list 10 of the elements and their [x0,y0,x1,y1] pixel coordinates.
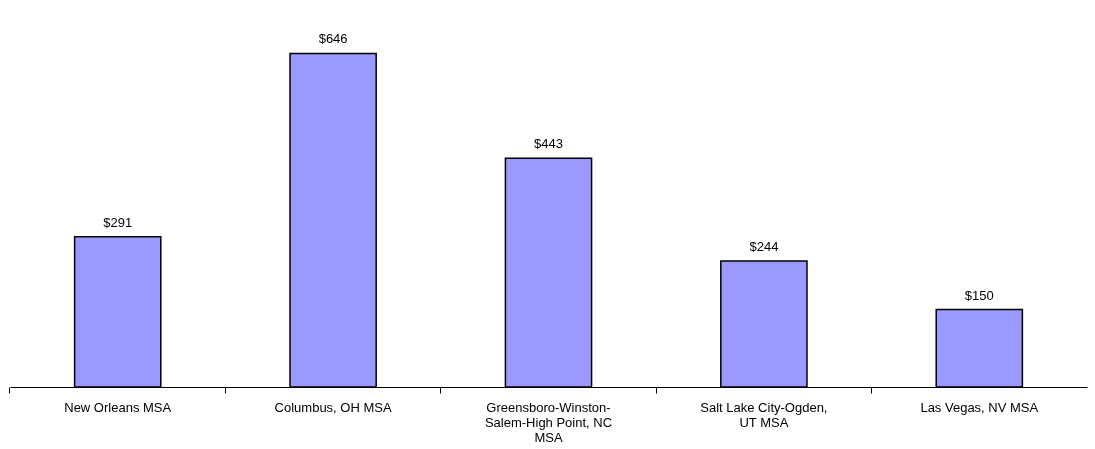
x-tick-label: Greensboro-Winston-Salem-High Point, NC MSA [484,399,613,445]
data-label: $646 [318,31,348,47]
x-tick-label: Las Vegas, NV MSA [920,399,1039,415]
data-label: $150 [964,287,994,303]
x-tick-label: Columbus, OH MSA [274,399,392,415]
data-label: $244 [749,238,779,254]
x-tick-label: New Orleans MSA [64,399,172,415]
x-tick-label: Salt Lake City-Ogden, UT MSA [700,399,828,430]
data-label: $291 [103,214,133,230]
data-label: $443 [534,136,563,152]
